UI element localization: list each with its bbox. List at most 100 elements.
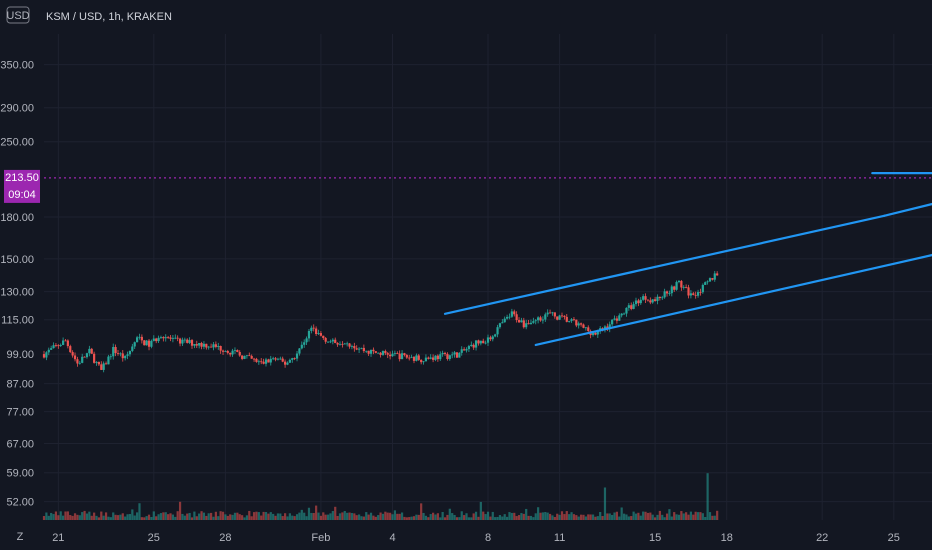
volume-bar: [477, 516, 480, 520]
volume-bar: [455, 517, 459, 520]
volume-bar: [405, 517, 408, 520]
volume-bar: [551, 515, 554, 520]
candle-body: [312, 327, 315, 329]
candle-body: [656, 296, 659, 301]
volume-bar: [133, 515, 136, 520]
candle-body: [420, 359, 423, 363]
volume-bar: [377, 515, 380, 520]
volume-bar: [221, 511, 225, 520]
volume-bar: [155, 516, 158, 520]
volume-bar: [627, 516, 630, 520]
candle-body: [362, 347, 365, 352]
volume-bar: [178, 501, 182, 520]
candle-body: [405, 355, 408, 358]
volume-bar: [45, 512, 48, 520]
volume-bar: [50, 512, 53, 520]
volume-bar: [357, 514, 361, 520]
volume-bar: [286, 516, 289, 520]
candle-body: [367, 350, 370, 354]
candle-body: [336, 342, 339, 345]
candle-body: [632, 304, 635, 309]
volume-bar: [207, 513, 210, 520]
candle-body: [403, 353, 406, 356]
volume-bar: [157, 514, 160, 520]
volume-bar: [591, 514, 595, 520]
volume-bar: [505, 516, 509, 520]
candle-body: [389, 354, 392, 357]
volume-bar: [434, 514, 437, 520]
x-tick-label: 18: [721, 532, 733, 544]
volume-bar: [326, 514, 330, 520]
candle-body: [677, 280, 681, 283]
current-price-marker: 213.50 09:04: [4, 169, 40, 203]
candle-body: [713, 273, 716, 280]
candle-body: [634, 300, 638, 305]
y-tick-label: 52.00: [6, 497, 34, 509]
candle-body: [520, 320, 523, 323]
volume-bar: [510, 512, 513, 520]
volume-bar: [651, 514, 654, 520]
trendlines[interactable]: [44, 172, 932, 347]
candle-body: [322, 335, 325, 339]
volume-bar: [226, 515, 229, 520]
candle-body: [59, 344, 62, 346]
candle-body: [582, 324, 585, 328]
candle-body: [85, 353, 89, 358]
currency-badge[interactable]: USD: [6, 6, 30, 24]
candle-body: [646, 299, 650, 301]
volume-bar: [85, 513, 89, 520]
candle-body: [324, 338, 327, 342]
volume-bar: [496, 516, 499, 520]
volume-bar: [159, 513, 163, 520]
volume-bar: [238, 514, 241, 520]
volume-bar: [367, 514, 370, 520]
volume-bar: [589, 514, 592, 520]
volume-bar: [658, 510, 661, 520]
candle-body: [470, 344, 473, 347]
volume-bar: [560, 511, 564, 520]
candle-body: [195, 344, 198, 346]
volume-bar: [252, 512, 256, 520]
volume-bar: [584, 516, 587, 520]
candle-body: [489, 337, 492, 340]
y-axis[interactable]: 350.00 290.00 250.00 180.00 150.00 130.00 115.…: [0, 60, 34, 509]
candle-body: [508, 316, 511, 318]
candle-body: [162, 337, 165, 339]
candle-body: [374, 351, 377, 353]
volume-bar: [644, 511, 647, 520]
candle-body: [434, 355, 437, 360]
volume-bar: [489, 516, 492, 520]
candle-body: [517, 320, 521, 323]
candle-body: [541, 319, 545, 321]
candle-body: [315, 328, 318, 334]
volume-bar: [685, 512, 688, 520]
x-axis[interactable]: 21 25 28 Feb 4 8 11 15 18 22 25: [52, 532, 900, 544]
volume-bar: [274, 515, 277, 520]
volume-bar: [69, 515, 72, 520]
candle-body: [78, 362, 81, 364]
candle-body: [579, 323, 583, 325]
volume-bar: [396, 513, 399, 520]
x-tick-label: 22: [816, 532, 828, 544]
volume-bar: [565, 511, 568, 520]
candle-body: [233, 349, 237, 351]
volume-bar: [513, 512, 516, 520]
volume-bar: [548, 513, 552, 520]
volume-bar: [341, 512, 344, 520]
volume-bar: [661, 514, 664, 520]
candle-body: [548, 312, 552, 314]
candle-body: [250, 355, 253, 359]
volume-bar: [350, 513, 354, 520]
candle-body: [460, 349, 463, 353]
candle-body: [241, 355, 244, 359]
volume-bar: [272, 513, 275, 520]
volume-bar: [107, 516, 110, 520]
candle-body: [689, 293, 693, 296]
volume-bar: [439, 517, 442, 520]
volume-bar: [97, 517, 101, 520]
volume-bar: [713, 515, 716, 520]
corner-icon[interactable]: Z: [17, 531, 24, 543]
volume-bar: [508, 512, 511, 520]
volume-bar: [458, 517, 461, 520]
